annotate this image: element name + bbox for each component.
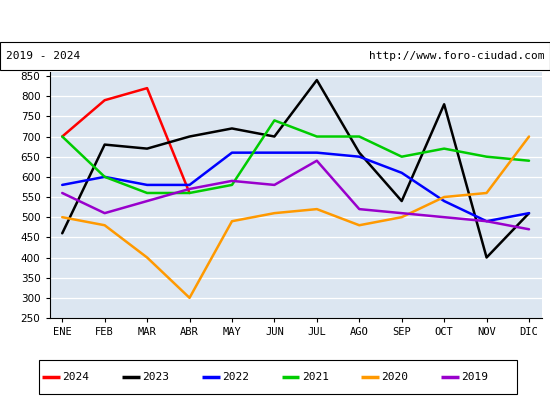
Text: 2023: 2023 — [142, 372, 169, 382]
Text: 2019 - 2024: 2019 - 2024 — [6, 51, 80, 61]
Text: 2019: 2019 — [461, 372, 488, 382]
Text: 2022: 2022 — [222, 372, 249, 382]
Text: 2024: 2024 — [63, 372, 90, 382]
Text: 2021: 2021 — [301, 372, 329, 382]
Text: 2020: 2020 — [381, 372, 409, 382]
Text: http://www.foro-ciudad.com: http://www.foro-ciudad.com — [369, 51, 544, 61]
Text: Evolucion Nº Turistas Extranjeros en el municipio de Fornells de la Selva: Evolucion Nº Turistas Extranjeros en el … — [0, 14, 550, 28]
